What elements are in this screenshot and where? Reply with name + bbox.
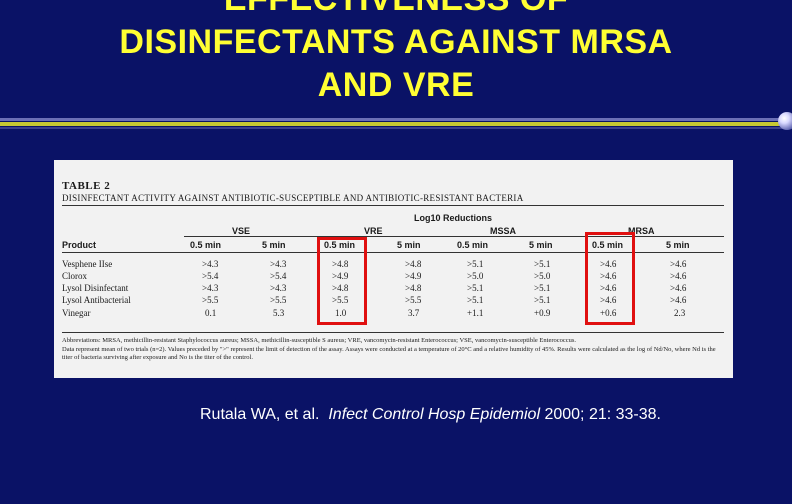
title-line: EFFECTIVENESS OF	[0, 0, 792, 21]
value-cell: >4.9	[405, 271, 422, 281]
product-cell: Lysol Disinfectant	[62, 283, 129, 293]
group-rule	[184, 236, 724, 237]
time-header: 5 min	[397, 240, 421, 250]
value-cell: >5.5	[270, 295, 287, 305]
table-footnotes: Abbreviations: MRSA, methicillin-resista…	[62, 337, 722, 363]
product-header: Product	[62, 240, 97, 250]
table-scan-image: TABLE 2 DISINFECTANT ACTIVITY AGAINST AN…	[54, 160, 733, 378]
value-cell: +0.6	[600, 308, 617, 318]
time-header: 0.5 min	[190, 240, 222, 250]
mrsa-highlight-box	[585, 232, 635, 325]
table-row: Lysol Disinfectant >4.3 >4.3 >4.8 >4.8 >…	[62, 283, 724, 295]
value-cell: >5.5	[202, 295, 219, 305]
value-cell: 1.0	[335, 308, 347, 318]
title-line: AND VRE	[317, 66, 475, 104]
value-cell: >4.6	[600, 283, 617, 293]
table-row: Vinegar 0.1 5.3 1.0 3.7 +1.1 +0.9 +0.6 2…	[62, 308, 724, 320]
title-line: DISINFECTANTS AGAINST MRSA	[119, 23, 673, 61]
footnote-data: Data represent mean of two trials (n=2).…	[62, 345, 716, 362]
value-cell: +0.9	[534, 308, 551, 318]
table-caption: TABLE 2	[62, 180, 111, 192]
vre-highlight-box	[317, 237, 367, 325]
table-row: Lysol Antibacterial >5.5 >5.5 >5.5 >5.5 …	[62, 295, 724, 307]
citation-journal: Infect Control Hosp Epidemiol	[328, 406, 540, 423]
value-cell: 2.3	[674, 308, 686, 318]
table-rule	[62, 205, 724, 206]
value-cell: >5.1	[534, 295, 551, 305]
time-header: 5 min	[529, 240, 553, 250]
value-cell: >4.8	[405, 283, 422, 293]
value-cell: >5.0	[467, 271, 484, 281]
value-cell: >5.5	[332, 295, 349, 305]
value-cell: >5.1	[467, 283, 484, 293]
value-cell: >4.6	[670, 295, 687, 305]
group-header: MSSA	[490, 226, 517, 236]
product-cell: Vesphene IIse	[62, 259, 113, 269]
value-cell: >4.6	[600, 295, 617, 305]
table-rule	[62, 252, 724, 253]
value-cell: >4.3	[270, 283, 287, 293]
product-cell: Clorox	[62, 271, 88, 281]
value-cell: >5.4	[270, 271, 287, 281]
product-cell: Vinegar	[62, 308, 91, 318]
value-cell: >5.1	[534, 283, 551, 293]
value-cell: >5.1	[534, 259, 551, 269]
value-cell: >4.6	[600, 259, 617, 269]
value-cell: >4.3	[202, 259, 219, 269]
table-row: Vesphene IIse >4.3 >4.3 >4.8 >4.8 >5.1 >…	[62, 259, 724, 271]
group-header: VRE	[364, 226, 383, 236]
table-subtitle: DISINFECTANT ACTIVITY AGAINST ANTIBIOTIC…	[62, 193, 524, 203]
table-row: Clorox >5.4 >5.4 >4.9 >4.9 >5.0 >5.0 >4.…	[62, 271, 724, 283]
value-cell: +1.1	[467, 308, 484, 318]
citation-reference: 2000; 21: 33-38.	[544, 406, 661, 423]
title-divider-line	[0, 118, 792, 121]
value-cell: >5.1	[467, 259, 484, 269]
value-cell: >4.6	[670, 259, 687, 269]
title-divider-line	[0, 122, 792, 126]
value-cell: >4.6	[670, 283, 687, 293]
value-cell: >5.1	[467, 295, 484, 305]
time-header: 0.5 min	[457, 240, 489, 250]
group-header: MRSA	[628, 226, 655, 236]
value-cell: 0.1	[205, 308, 217, 318]
value-cell: >4.8	[332, 259, 349, 269]
value-cell: >4.6	[670, 271, 687, 281]
value-cell: >5.5	[405, 295, 422, 305]
divider-ball-ornament	[778, 112, 792, 130]
footnote-abbreviations: Abbreviations: MRSA, methicillin-resista…	[62, 337, 577, 344]
time-header: 5 min	[262, 240, 286, 250]
time-header: 5 min	[666, 240, 690, 250]
value-cell: >5.0	[534, 271, 551, 281]
value-cell: >4.3	[270, 259, 287, 269]
value-cell: >4.3	[202, 283, 219, 293]
table-rule	[62, 332, 724, 333]
value-cell: >5.4	[202, 271, 219, 281]
time-header: 0.5 min	[592, 240, 624, 250]
group-header: VSE	[232, 226, 251, 236]
value-cell: >4.8	[405, 259, 422, 269]
time-header: 0.5 min	[324, 240, 356, 250]
value-cell: >4.8	[332, 283, 349, 293]
value-cell: >4.6	[600, 271, 617, 281]
value-cell: >4.9	[332, 271, 349, 281]
value-cell: 5.3	[273, 308, 285, 318]
title-divider-line	[0, 127, 792, 129]
slide-title: EFFECTIVENESS OF DISINFECTANTS AGAINST M…	[0, 0, 792, 107]
citation: Rutala WA, et al. Infect Control Hosp Ep…	[200, 406, 661, 424]
citation-authors: Rutala WA, et al.	[200, 406, 320, 423]
product-cell: Lysol Antibacterial	[62, 295, 131, 305]
value-cell: 3.7	[408, 308, 420, 318]
log-reductions-label: Log10 Reductions	[414, 213, 493, 223]
